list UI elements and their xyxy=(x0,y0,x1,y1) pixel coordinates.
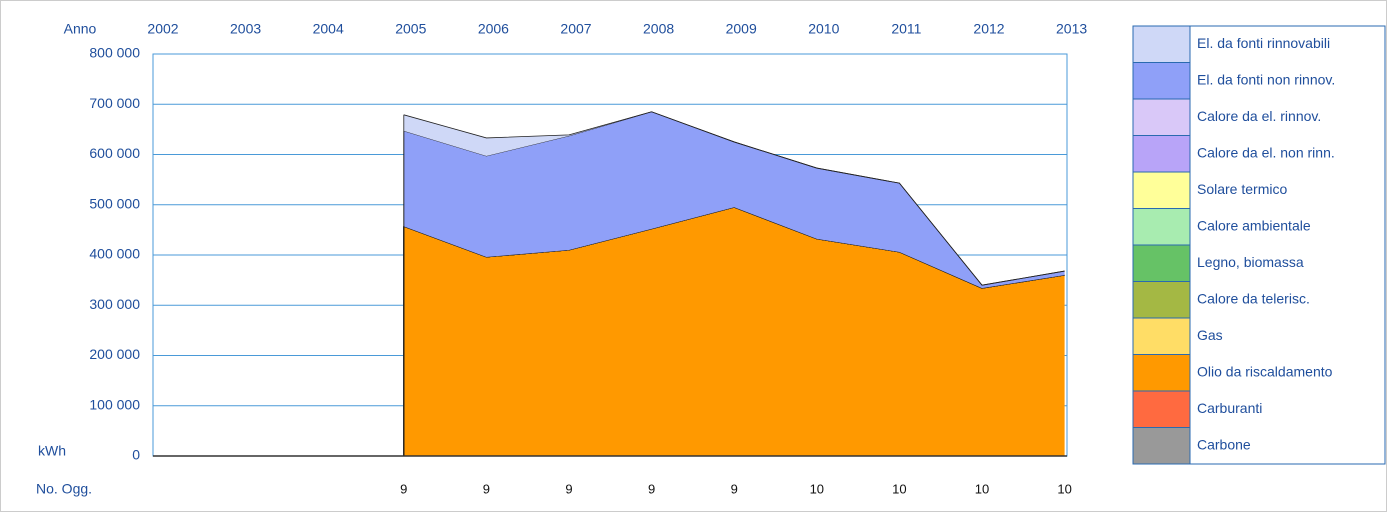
y-tick-label: 0 xyxy=(132,447,140,463)
count-label: 10 xyxy=(892,481,906,496)
count-label: 9 xyxy=(648,481,655,496)
legend-swatch xyxy=(1132,281,1191,319)
x-tick-label: 2006 xyxy=(478,21,509,37)
area xyxy=(403,207,1065,456)
count-label: 10 xyxy=(1057,481,1071,496)
count-label: 9 xyxy=(565,481,572,496)
x-axis-label: Anno xyxy=(64,21,97,37)
y-tick-label: 800 000 xyxy=(89,45,140,61)
y-tick-label: 500 000 xyxy=(89,195,140,211)
count-label: 9 xyxy=(483,481,490,496)
legend-swatch xyxy=(1132,25,1191,63)
area xyxy=(403,111,1065,289)
count-label: 9 xyxy=(731,481,738,496)
legend-swatch xyxy=(1132,390,1191,428)
legend-label: Legno, biomassa xyxy=(1197,254,1304,270)
legend-label: El. da fonti rinnovabili xyxy=(1197,35,1330,51)
legend-swatch xyxy=(1132,244,1191,282)
y-axis-label: kWh xyxy=(38,443,66,459)
legend-swatch xyxy=(1132,427,1191,465)
x-tick-label: 2004 xyxy=(313,21,344,37)
legend-label: Olio da riscaldamento xyxy=(1197,363,1333,379)
legend-label: Carbone xyxy=(1197,436,1251,452)
legend-label: Calore da telerisc. xyxy=(1197,290,1310,306)
legend-swatch xyxy=(1132,135,1191,173)
legend-label: Calore da el. rinnov. xyxy=(1197,108,1321,124)
x-tick-label: 2010 xyxy=(808,21,839,37)
area-edge xyxy=(403,111,1065,286)
x-tick-label: 2008 xyxy=(643,21,674,37)
x-tick-label: 2013 xyxy=(1056,21,1087,37)
legend-swatch xyxy=(1132,171,1191,209)
count-label: 10 xyxy=(975,481,989,496)
legend-swatch xyxy=(1132,317,1191,355)
count-label: No. Ogg. xyxy=(36,481,92,497)
legend-label: Calore da el. non rinn. xyxy=(1197,144,1335,160)
count-label: 9 xyxy=(400,481,407,496)
x-tick-label: 2011 xyxy=(891,21,921,37)
y-tick-label: 300 000 xyxy=(89,296,140,312)
legend-swatch xyxy=(1132,62,1191,100)
legend-swatch xyxy=(1132,208,1191,246)
legend-swatch xyxy=(1132,354,1191,392)
x-tick-label: 2007 xyxy=(560,21,591,37)
x-tick-label: 2003 xyxy=(230,21,261,37)
x-tick-label: 2009 xyxy=(726,21,757,37)
legend-label: Carburanti xyxy=(1197,400,1262,416)
x-tick-label: 2002 xyxy=(147,21,178,37)
y-tick-label: 200 000 xyxy=(89,346,140,362)
legend-swatch xyxy=(1132,98,1191,136)
legend-label: Solare termico xyxy=(1197,181,1287,197)
x-tick-label: 2012 xyxy=(973,21,1004,37)
legend-label: Gas xyxy=(1197,327,1223,343)
legend-label: Calore ambientale xyxy=(1197,217,1311,233)
y-tick-label: 100 000 xyxy=(89,396,140,412)
count-label: 10 xyxy=(810,481,824,496)
x-tick-label: 2005 xyxy=(395,21,426,37)
y-tick-label: 600 000 xyxy=(89,145,140,161)
y-tick-label: 400 000 xyxy=(89,246,140,262)
legend-label: El. da fonti non rinnov. xyxy=(1197,71,1335,87)
y-tick-label: 700 000 xyxy=(89,95,140,111)
